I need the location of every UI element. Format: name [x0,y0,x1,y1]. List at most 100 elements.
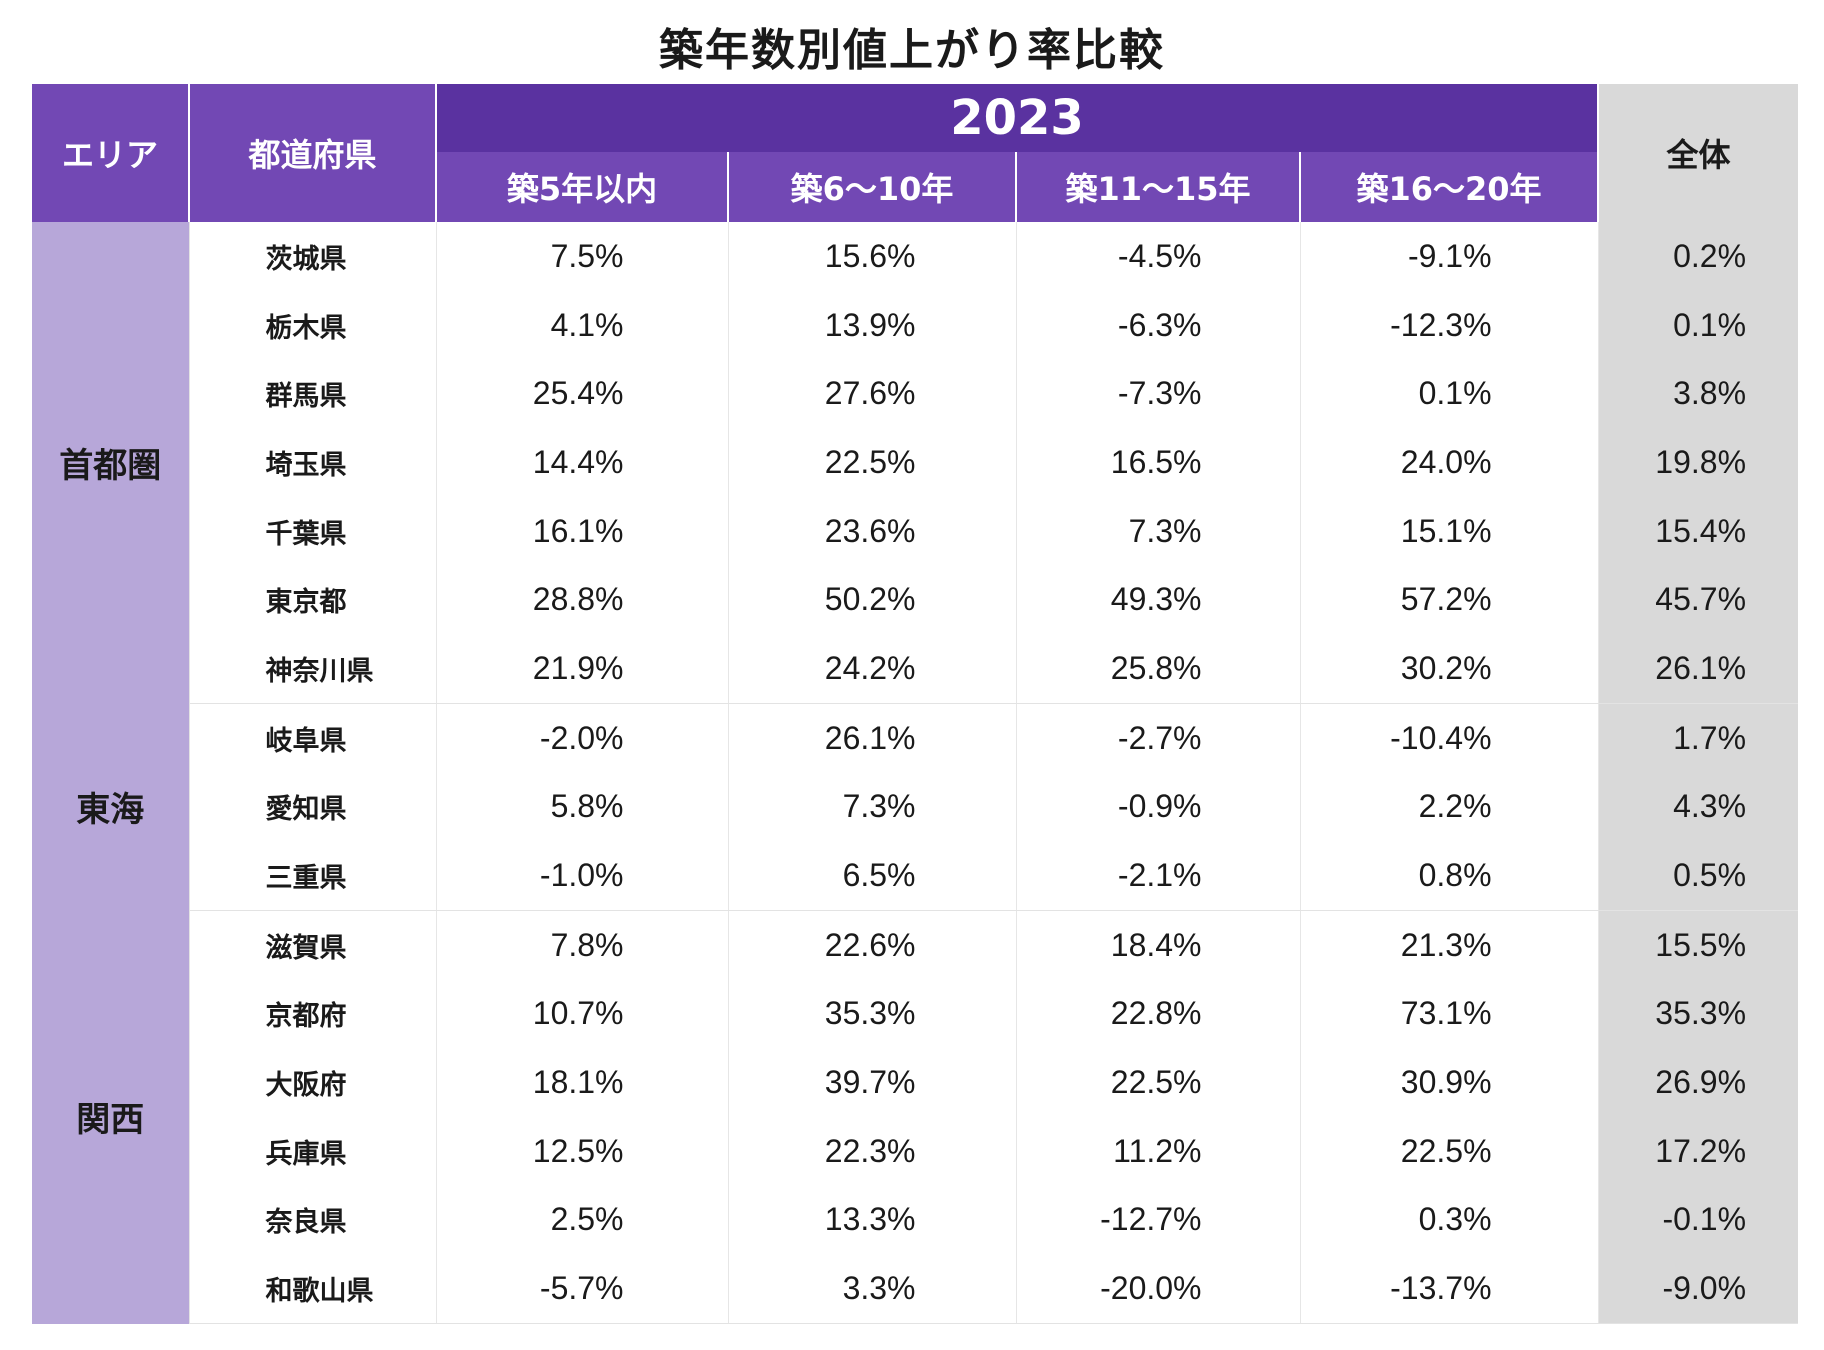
rate-cell: 18.4% [1016,910,1301,980]
prefecture-cell: 東京都 [189,565,437,635]
rate-cell: -1.0% [436,841,729,911]
area-cell: 関西 [32,910,190,1324]
rate-cell: 23.6% [728,496,1017,566]
rate-cell: 39.7% [728,1048,1017,1117]
rate-cell: 21.9% [436,634,729,704]
total-cell: 0.2% [1598,222,1799,291]
rate-cell: 22.5% [1300,1116,1599,1186]
header-total: 全体 [1598,84,1799,222]
table-row: 三重県 -1.0% 6.5% -2.1% 0.8% 0.5% [32,841,1799,911]
rate-cell: 22.5% [1016,1048,1301,1117]
rate-cell: 5.8% [436,772,729,842]
rate-cell: -2.1% [1016,841,1301,911]
prefecture-cell: 大阪府 [189,1048,437,1117]
page-title: 築年数別値上がり率比較 [659,25,1165,76]
rate-cell: 25.8% [1016,634,1301,704]
rate-cell: -2.7% [1016,703,1301,773]
table-row: 栃木県 4.1% 13.9% -6.3% -12.3% 0.1% [32,290,1799,360]
table-row: 和歌山県 -5.7% 3.3% -20.0% -13.7% -9.0% [32,1254,1799,1325]
prefecture-cell: 兵庫県 [189,1116,437,1186]
rate-cell: 2.2% [1300,772,1599,842]
rate-cell: 22.3% [728,1116,1017,1186]
rate-cell: 18.1% [436,1048,729,1117]
header-age-band: 築6〜10年 [728,152,1017,222]
rate-cell: 30.2% [1300,634,1599,704]
rate-cell: -6.3% [1016,290,1301,360]
rate-cell: 22.8% [1016,979,1301,1049]
total-cell: -9.0% [1598,1254,1799,1325]
rate-cell: 49.3% [1016,565,1301,635]
total-cell: 45.7% [1598,565,1799,635]
rate-cell: 28.8% [436,565,729,635]
table-row: 奈良県 2.5% 13.3% -12.7% 0.3% -0.1% [32,1185,1799,1255]
rate-cell: 26.1% [728,703,1017,773]
rate-cell: 15.6% [728,222,1017,291]
rate-cell: 12.5% [436,1116,729,1186]
rate-cell: 11.2% [1016,1116,1301,1186]
prefecture-cell: 岐阜県 [189,703,437,773]
rate-cell: 13.3% [728,1185,1017,1255]
table-row: 群馬県 25.4% 27.6% -7.3% 0.1% 3.8% [32,359,1799,429]
header-prefecture: 都道府県 [189,84,437,222]
table-body: 首都圏 茨城県 7.5% 15.6% -4.5% -9.1% 0.2% 栃木県 4.1% 13.9… [32,222,1799,1325]
rate-cell: 13.9% [728,290,1017,360]
prefecture-cell: 千葉県 [189,496,437,566]
table-header: エリア 都道府県 2023 全体 築5年以内 築6〜10年 築11〜15年 築1… [32,84,1799,222]
rate-cell: -7.3% [1016,359,1301,429]
rate-cell: 7.3% [728,772,1017,842]
prefecture-cell: 栃木県 [189,290,437,360]
total-cell: 17.2% [1598,1116,1799,1186]
table-row: 首都圏 茨城県 7.5% 15.6% -4.5% -9.1% 0.2% [32,222,1799,704]
total-cell: 19.8% [1598,428,1799,497]
prefecture-cell: 群馬県 [189,359,437,429]
table-row: 愛知県 5.8% 7.3% -0.9% 2.2% 4.3% [32,772,1799,842]
rate-cell: 10.7% [436,979,729,1049]
rate-cell: 15.1% [1300,496,1599,566]
prefecture-cell: 神奈川県 [189,634,437,704]
rate-cell: 25.4% [436,359,729,429]
prefecture-cell: 滋賀県 [189,910,437,980]
rate-cell: 0.8% [1300,841,1599,911]
rate-cell: -9.1% [1300,222,1599,291]
rate-cell: 7.5% [436,222,729,291]
total-cell: 15.5% [1598,910,1799,980]
total-cell: 15.4% [1598,496,1799,566]
rate-cell: 24.0% [1300,428,1599,497]
prefecture-cell: 和歌山県 [189,1254,437,1325]
header-year: 2023 [436,84,1600,152]
total-cell: 1.7% [1598,703,1799,773]
prefecture-cell: 茨城県 [189,222,437,291]
rate-cell: -5.7% [436,1254,729,1325]
rate-cell: 27.6% [728,359,1017,429]
rate-cell: 16.1% [436,496,729,566]
rate-cell: 22.6% [728,910,1017,980]
rate-cell: 3.3% [728,1254,1017,1325]
table-row: 埼玉県 14.4% 22.5% 16.5% 24.0% 19.8% [32,428,1799,497]
total-cell: 4.3% [1598,772,1799,842]
rate-cell: -20.0% [1016,1254,1301,1325]
rate-cell: 0.1% [1300,359,1599,429]
rate-cell: -13.7% [1300,1254,1599,1325]
rate-cell: 7.3% [1016,496,1301,566]
total-cell: 3.8% [1598,359,1799,429]
table-row: 千葉県 16.1% 23.6% 7.3% 15.1% 15.4% [32,496,1799,566]
rate-cell: 21.3% [1300,910,1599,980]
header-area: エリア [32,84,190,222]
prefecture-cell: 埼玉県 [189,428,437,497]
rate-cell: 50.2% [728,565,1017,635]
price-increase-table: エリア 都道府県 2023 全体 築5年以内 築6〜10年 築11〜15年 築1… [32,84,1799,1325]
rate-cell: 24.2% [728,634,1017,704]
area-cell: 首都圏 [32,222,190,704]
table-row: 東京都 28.8% 50.2% 49.3% 57.2% 45.7% [32,565,1799,635]
table-row: 京都府 10.7% 35.3% 22.8% 73.1% 35.3% [32,979,1799,1049]
rate-cell: 22.5% [728,428,1017,497]
total-cell: 0.1% [1598,290,1799,360]
prefecture-cell: 愛知県 [189,772,437,842]
rate-cell: 4.1% [436,290,729,360]
table-row: 関西 滋賀県 7.8% 22.6% 18.4% 21.3% 15.5% [32,910,1799,1324]
table-row: 大阪府 18.1% 39.7% 22.5% 30.9% 26.9% [32,1048,1799,1117]
rate-cell: 16.5% [1016,428,1301,497]
rate-cell: 7.8% [436,910,729,980]
header-age-band: 築16〜20年 [1300,152,1600,222]
header-age-band: 築11〜15年 [1016,152,1301,222]
